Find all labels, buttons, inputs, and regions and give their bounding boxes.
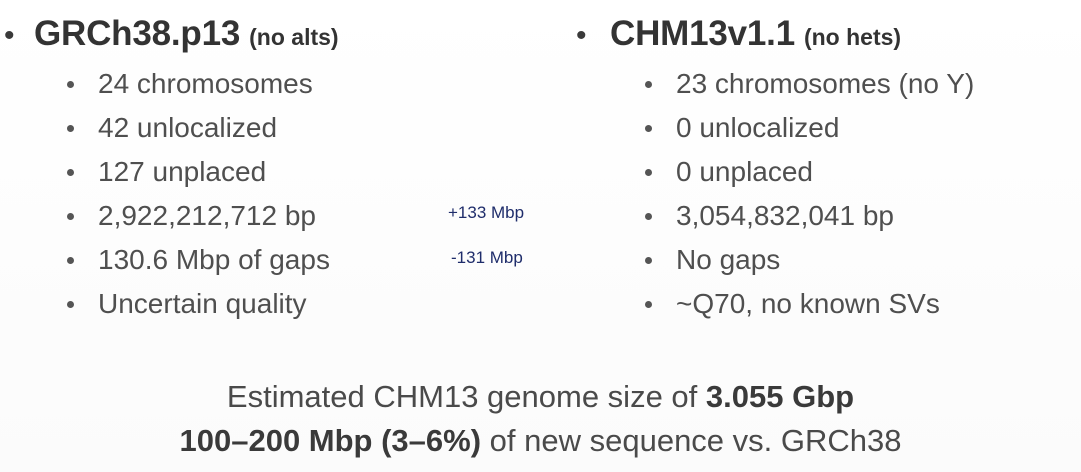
list-item: 24 chromosomes [67, 62, 339, 106]
list-item: 23 chromosomes (no Y) [645, 62, 974, 106]
list-item: No gaps [645, 238, 974, 282]
bullet-dot-icon [645, 80, 652, 88]
list-item: 0 unlocalized [645, 106, 974, 150]
stat-text: 0 unlocalized [676, 112, 840, 143]
list-item: 0 unplaced [645, 150, 974, 194]
summary-emphasis: 3.055 Gbp [705, 379, 855, 414]
bullet-dot-icon [67, 80, 74, 88]
stat-text: 23 chromosomes (no Y) [676, 68, 975, 99]
bullet-dot-icon [645, 256, 652, 264]
bullet-dot-icon [645, 300, 652, 308]
list-item: ~Q70, no known SVs [645, 282, 974, 326]
stat-text: 42 unlocalized [98, 112, 278, 143]
stat-text: 3,054,832,041 bp [676, 200, 894, 231]
grch38-stats-list: 24 chromosomes 42 unlocalized 127 unplac… [67, 62, 339, 326]
chm13-stats-list: 23 chromosomes (no Y) 0 unlocalized 0 un… [645, 62, 974, 326]
gaps-delta-label: -131 Mbp [451, 248, 523, 267]
list-item: 2,922,212,712 bp [67, 194, 339, 238]
grch38-column: • GRCh38.p13 (no alts) 24 chromosomes 42… [0, 14, 339, 326]
list-item: 130.6 Mbp of gaps [67, 238, 339, 282]
list-item: 3,054,832,041 bp [645, 194, 974, 238]
bullet-dot-icon [67, 124, 74, 132]
stat-text: 2,922,212,712 bp [98, 200, 316, 231]
summary-line-new-sequence: 100–200 Mbp (3–6%) of new sequence vs. G… [0, 423, 1081, 459]
summary-emphasis: 100–200 Mbp (3–6%) [179, 423, 482, 458]
bullet-dot-icon [67, 168, 74, 176]
bullet-dot-icon [645, 124, 652, 132]
list-item: Uncertain quality [67, 282, 339, 326]
list-item: 127 unplaced [67, 150, 339, 194]
bullet-dot-icon [67, 256, 74, 264]
chm13-column: • CHM13v1.1 (no hets) 23 chromosomes (no… [576, 14, 974, 326]
bullet-dot-icon [67, 300, 74, 308]
bullet-dot-icon [645, 168, 652, 176]
stat-text: 24 chromosomes [98, 68, 313, 99]
summary-text: Estimated CHM13 genome size of [226, 379, 706, 414]
bullet-icon: • [4, 19, 15, 52]
bullet-dot-icon [67, 212, 74, 220]
stat-text: No gaps [676, 244, 781, 275]
summary-line-genome-size: Estimated CHM13 genome size of 3.055 Gbp [0, 379, 1081, 415]
chm13-heading: • CHM13v1.1 (no hets) [576, 14, 974, 62]
bp-delta-label: +133 Mbp [448, 203, 525, 222]
summary-text: of new sequence vs. GRCh38 [481, 423, 902, 458]
assembly-name: CHM13v1.1 [610, 14, 795, 53]
bullet-dot-icon [645, 212, 652, 220]
list-item: 42 unlocalized [67, 106, 339, 150]
stat-text: Uncertain quality [98, 288, 307, 319]
grch38-heading: • GRCh38.p13 (no alts) [0, 14, 339, 62]
stat-text: ~Q70, no known SVs [676, 288, 940, 319]
bullet-icon: • [576, 19, 587, 52]
assembly-qualifier: (no hets) [803, 24, 902, 50]
stat-text: 0 unplaced [676, 156, 814, 187]
stat-text: 127 unplaced [98, 156, 267, 187]
assembly-name: GRCh38.p13 [34, 14, 241, 53]
assembly-qualifier: (no alts) [249, 24, 339, 50]
stat-text: 130.6 Mbp of gaps [98, 244, 330, 275]
